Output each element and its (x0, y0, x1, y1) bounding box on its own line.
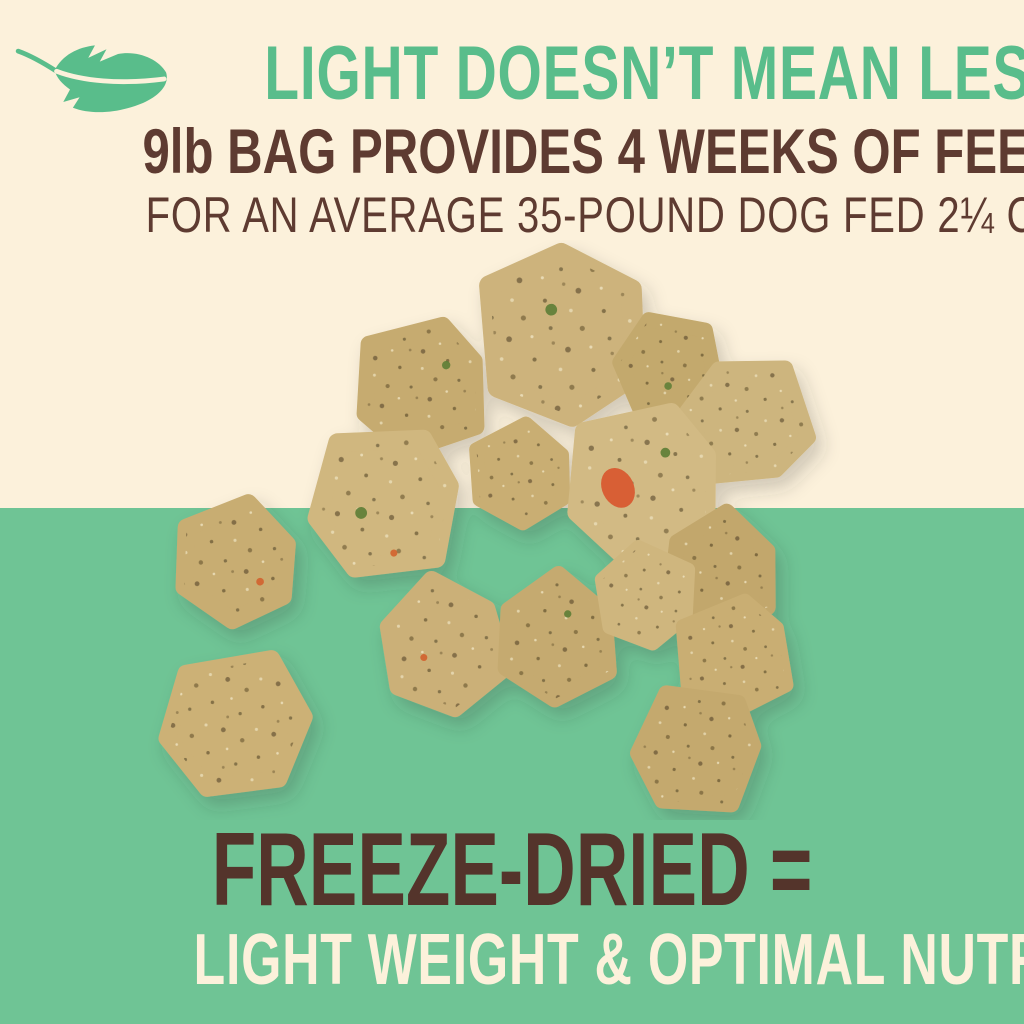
freeze-dried-equation: FREEZE-DRIED = (0, 818, 1024, 922)
kibble-photo (0, 240, 1024, 820)
feeding-detail-text: FOR AN AVERAGE 35-POUND DOG FED 2¼ CUPS … (145, 187, 1024, 243)
kibble-chunk (168, 496, 301, 629)
kibble-chunk (354, 322, 485, 456)
feather-icon (15, 45, 167, 113)
headline: LIGHT DOESN’T MEAN LESS (130, 36, 1024, 112)
headline-text: LIGHT DOESN’T MEAN LESS (264, 31, 1024, 116)
kibble-chunk (568, 410, 716, 561)
benefit-line: LIGHT WEIGHT & OPTIMAL NUTRITION (0, 924, 1024, 996)
bag-claim-text: 9lb BAG PROVIDES 4 WEEKS OF FEEDING (142, 117, 1024, 187)
kibble-chunk (386, 575, 507, 712)
freeze-dried-equation-text: FREEZE-DRIED = (211, 812, 813, 928)
kibble-chunk (608, 308, 728, 428)
kibble-chunk (628, 682, 762, 818)
kibble-chunk (470, 242, 654, 426)
bag-claim: 9lb BAG PROVIDES 4 WEEKS OF FEEDING (0, 121, 1024, 184)
kibble-chunk (314, 432, 453, 574)
bottom-section (0, 508, 1024, 1024)
feeding-detail: FOR AN AVERAGE 35-POUND DOG FED 2¼ CUPS … (0, 190, 1024, 240)
benefit-line-text: LIGHT WEIGHT & OPTIMAL NUTRITION (193, 920, 1024, 1000)
kibble-chunk (498, 568, 621, 706)
kibble-chunk (163, 650, 308, 795)
